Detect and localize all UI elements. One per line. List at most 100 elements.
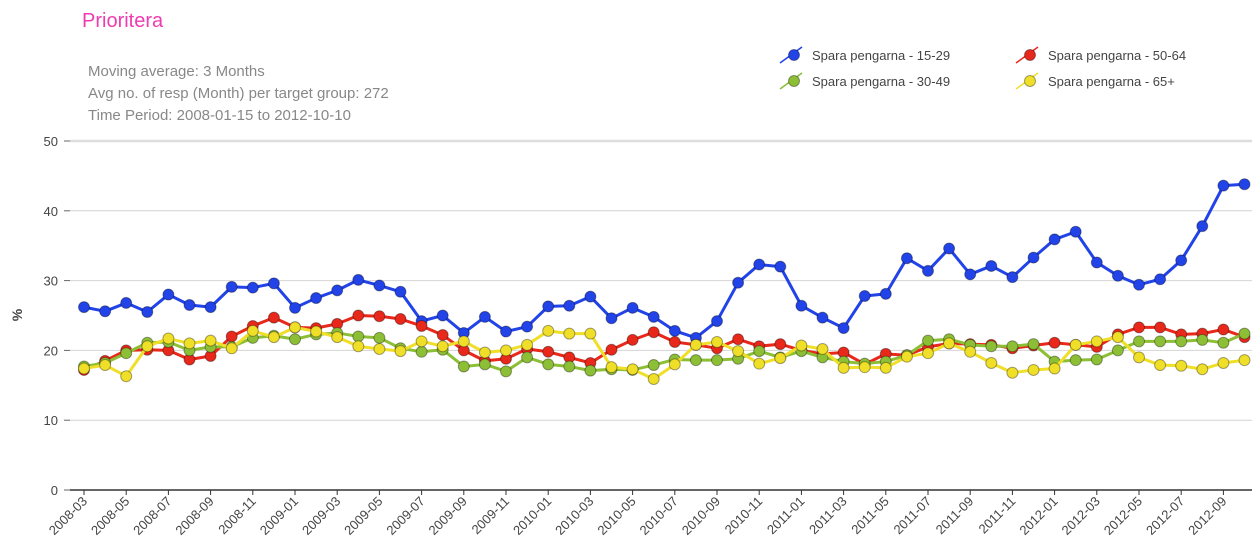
x-tick-label: 2008-07 bbox=[130, 494, 174, 538]
data-point bbox=[922, 264, 934, 277]
x-tick-label: 2009-01 bbox=[257, 494, 301, 538]
data-point bbox=[584, 327, 597, 340]
data-point bbox=[1154, 321, 1167, 334]
data-point bbox=[732, 276, 745, 289]
data-point bbox=[753, 345, 766, 358]
x-tick-label: 2012-09 bbox=[1185, 494, 1229, 538]
data-point bbox=[858, 361, 871, 374]
data-point bbox=[1027, 251, 1040, 264]
data-point bbox=[120, 296, 133, 309]
x-tick-label: 2011-03 bbox=[806, 494, 850, 538]
data-point bbox=[1133, 351, 1145, 364]
data-point bbox=[900, 252, 913, 265]
data-point bbox=[1196, 333, 1209, 346]
data-point bbox=[647, 326, 660, 339]
data-point bbox=[774, 260, 787, 273]
data-point bbox=[436, 309, 449, 322]
data-point bbox=[1154, 273, 1167, 286]
x-tick-label: 2008-03 bbox=[46, 494, 90, 538]
data-point bbox=[478, 310, 491, 323]
data-point bbox=[141, 340, 154, 353]
legend-label: Spara pengarna - 65+ bbox=[1048, 74, 1175, 89]
x-tick-label: 2011-05 bbox=[848, 494, 892, 538]
data-point bbox=[1217, 179, 1230, 192]
data-point bbox=[78, 362, 90, 375]
legend-label: Spara pengarna - 30-49 bbox=[812, 74, 950, 89]
data-point bbox=[774, 352, 787, 365]
data-point bbox=[900, 350, 913, 363]
subtitle: Avg no. of resp (Month) per target group… bbox=[88, 85, 389, 102]
data-point bbox=[415, 319, 428, 332]
data-point bbox=[289, 301, 301, 314]
data-point bbox=[1069, 225, 1082, 238]
data-point bbox=[1238, 354, 1251, 367]
data-point bbox=[1027, 338, 1040, 351]
data-point bbox=[1175, 335, 1188, 348]
data-point bbox=[753, 258, 766, 271]
data-point bbox=[1006, 340, 1019, 353]
x-tick-label: 2010-07 bbox=[637, 494, 681, 538]
data-point bbox=[1154, 359, 1167, 372]
data-point bbox=[1196, 363, 1209, 376]
y-tick-label: 0 bbox=[51, 483, 58, 498]
subtitle: Moving average: 3 Months bbox=[88, 63, 265, 80]
x-tick-label: 2011-07 bbox=[890, 494, 934, 538]
data-point bbox=[246, 281, 259, 294]
data-point bbox=[373, 331, 386, 344]
data-point bbox=[331, 284, 344, 297]
data-point bbox=[922, 334, 934, 347]
data-point bbox=[837, 361, 850, 374]
legend-marker bbox=[788, 49, 800, 61]
data-point bbox=[542, 324, 555, 337]
data-point bbox=[605, 343, 618, 356]
data-point bbox=[1069, 354, 1082, 367]
data-point bbox=[78, 301, 90, 314]
x-tick-label: 2012-05 bbox=[1101, 494, 1145, 538]
y-tick-label: 50 bbox=[44, 134, 58, 149]
x-tick-label: 2009-09 bbox=[426, 494, 470, 538]
data-point bbox=[1111, 344, 1124, 357]
data-point bbox=[352, 340, 365, 353]
data-point bbox=[584, 364, 597, 377]
data-point bbox=[331, 331, 344, 344]
data-point bbox=[711, 315, 723, 328]
data-point bbox=[1090, 335, 1103, 348]
data-point bbox=[668, 336, 681, 349]
data-point bbox=[1217, 356, 1230, 369]
x-tick-label: 2009-05 bbox=[341, 494, 385, 538]
data-point bbox=[204, 301, 217, 314]
data-point bbox=[922, 347, 934, 360]
x-tick-label: 2010-05 bbox=[594, 494, 638, 538]
data-point bbox=[1090, 256, 1103, 269]
subtitle: Time Period: 2008-01-15 to 2012-10-10 bbox=[88, 107, 351, 124]
data-point bbox=[521, 338, 534, 351]
data-point bbox=[225, 330, 238, 343]
data-point bbox=[394, 345, 407, 358]
data-point bbox=[120, 347, 133, 360]
data-point bbox=[542, 300, 555, 313]
data-point bbox=[626, 333, 639, 346]
data-point bbox=[879, 287, 892, 300]
data-point bbox=[689, 338, 702, 351]
data-point bbox=[183, 299, 196, 312]
x-tick-label: 2010-11 bbox=[722, 494, 766, 538]
data-point bbox=[99, 359, 112, 372]
data-point bbox=[225, 280, 238, 293]
data-point bbox=[478, 346, 491, 359]
data-point bbox=[1069, 338, 1082, 351]
data-point bbox=[647, 310, 660, 323]
data-point bbox=[1048, 233, 1061, 246]
x-tick-label: 2008-05 bbox=[88, 494, 132, 538]
data-point bbox=[816, 343, 829, 356]
data-point bbox=[162, 288, 175, 301]
x-tick-label: 2011-09 bbox=[933, 494, 977, 538]
x-tick-label: 2009-11 bbox=[468, 494, 512, 538]
data-point bbox=[500, 365, 512, 378]
data-point bbox=[858, 289, 871, 302]
legend-marker bbox=[1024, 75, 1036, 87]
y-tick-label: 40 bbox=[44, 204, 58, 219]
y-tick-label: 10 bbox=[44, 413, 58, 428]
data-point bbox=[1154, 335, 1167, 348]
data-point bbox=[267, 331, 280, 344]
